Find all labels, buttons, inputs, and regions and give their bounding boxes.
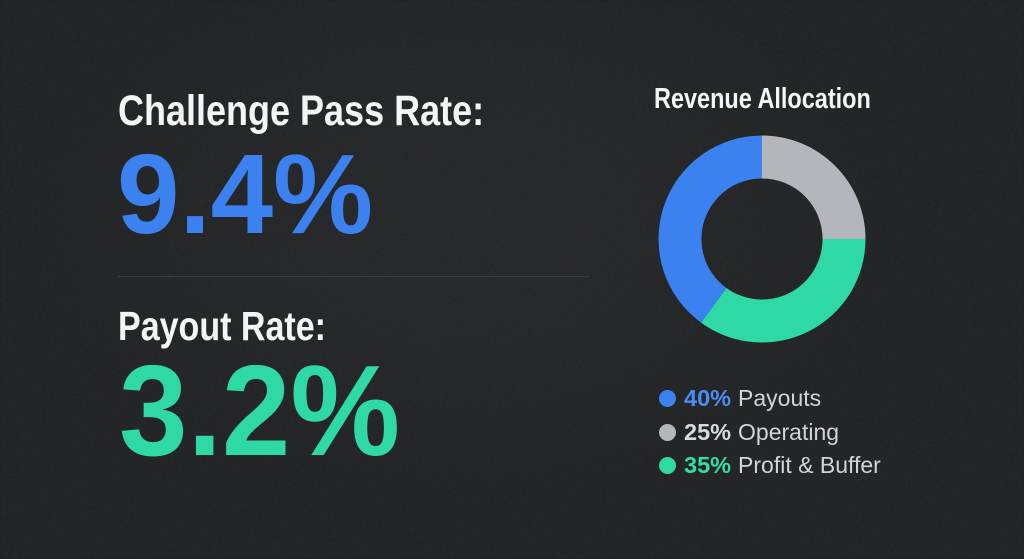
chart-title: Revenue Allocation (654, 82, 871, 115)
legend-dot-payouts (659, 390, 676, 408)
donut-segment-profit-buffer (701, 239, 866, 343)
legend-item-profit-buffer: 35% Profit & Buffer (659, 449, 881, 483)
legend-dot-profit-buffer (659, 457, 676, 475)
payout-rate-label: Payout Rate: (118, 303, 327, 350)
legend-item-payouts: 40% Payouts (659, 382, 881, 416)
donut-segment-operating (762, 135, 866, 239)
legend-label-payouts: Payouts (738, 385, 822, 412)
legend-label-operating: Operating (738, 418, 840, 445)
legend-pct-payouts: 40% (684, 385, 732, 411)
legend-label-profit-buffer: Profit & Buffer (738, 452, 881, 479)
donut-chart (658, 135, 866, 343)
payout-rate-value: 3.2% (119, 338, 401, 483)
legend-item-operating: 25% Operating (659, 416, 881, 450)
challenge-pass-rate-value: 9.4% (117, 130, 374, 257)
legend-pct-operating: 25% (684, 418, 732, 445)
chart-legend: 40% Payouts 25% Operating 35% Profit & B… (659, 382, 881, 483)
challenge-pass-rate-label: Challenge Pass Rate: (118, 88, 485, 135)
legend-pct-profit-buffer: 35% (684, 452, 732, 478)
donut-segment-payouts (658, 135, 762, 323)
divider-line (118, 276, 590, 277)
legend-dot-operating (659, 423, 676, 441)
